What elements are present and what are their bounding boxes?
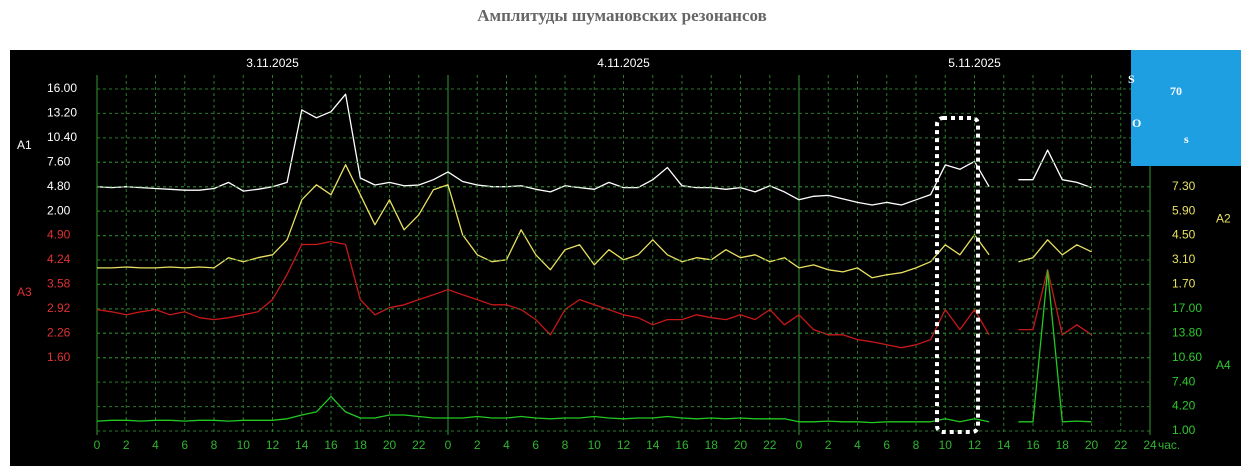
axis-label: A2: [1216, 212, 1231, 226]
x-tick-label: 16: [1026, 438, 1040, 452]
x-tick-label: 10: [939, 438, 953, 452]
y-tick-label: 3.58: [47, 277, 71, 291]
logo-text: O: [1132, 116, 1141, 130]
x-unit-label: час.: [1158, 438, 1180, 452]
x-tick-label: 4: [503, 438, 510, 452]
x-tick-label: 2: [825, 438, 832, 452]
series-line: [96, 240, 1092, 349]
y-tick-label: 13.80: [1172, 325, 1202, 339]
x-tick-label: 6: [883, 438, 890, 452]
x-tick-label: 20: [1085, 438, 1099, 452]
day-label: 4.11.2025: [597, 56, 650, 70]
y-tick-label: 4.80: [47, 179, 71, 193]
x-tick-label: 12: [968, 438, 982, 452]
x-tick-label: 14: [646, 438, 660, 452]
x-tick-label: 10: [588, 438, 602, 452]
logo-text: 70: [1170, 84, 1182, 98]
y-tick-label: 17.00: [1172, 301, 1202, 315]
x-tick-label: 8: [211, 438, 218, 452]
x-tick-label: 0: [796, 438, 803, 452]
y-tick-label: 16.00: [47, 81, 77, 95]
x-tick-label: 14: [295, 438, 309, 452]
y-tick-label: 7.40: [1172, 374, 1196, 388]
x-tick-label: 22: [1114, 438, 1128, 452]
y-tick-label: 13.20: [47, 106, 77, 120]
x-tick-label: 6: [532, 438, 539, 452]
y-tick-label: 10.40: [47, 130, 77, 144]
x-tick-label: 16: [324, 438, 338, 452]
x-tick-label: 10: [237, 438, 251, 452]
series-line: [96, 270, 1092, 424]
y-tick-label: 4.20: [1172, 399, 1196, 413]
y-tick-label: 10.60: [1172, 350, 1202, 364]
y-tick-label: 1.00: [1172, 423, 1196, 437]
x-tick-label: 2: [123, 438, 130, 452]
x-tick-label: 8: [913, 438, 920, 452]
x-tick-label: 12: [266, 438, 280, 452]
x-tick-label: 24: [1143, 438, 1157, 452]
axis-label: A3: [17, 285, 32, 299]
highlight-box: [935, 116, 980, 434]
x-tick-label: 2: [474, 438, 481, 452]
x-tick-label: 20: [383, 438, 397, 452]
x-tick-label: 20: [734, 438, 748, 452]
y-tick-label: 7.60: [47, 154, 71, 168]
axis-label: A4: [1216, 358, 1231, 372]
y-tick-label: 2.26: [47, 325, 71, 339]
axis-label: A1: [17, 138, 32, 152]
y-tick-label: 1.70: [1172, 277, 1196, 291]
series-line: [96, 93, 1092, 206]
x-tick-label: 0: [445, 438, 452, 452]
series-line: [97, 164, 1092, 279]
y-tick-label: 4.24: [47, 252, 71, 266]
x-tick-label: 22: [412, 438, 426, 452]
y-tick-label: 4.50: [1172, 228, 1196, 242]
day-label: 5.11.2025: [948, 56, 1001, 70]
x-tick-label: 4: [152, 438, 159, 452]
y-tick-label: 3.10: [1172, 252, 1196, 266]
x-tick-label: 6: [181, 438, 188, 452]
x-tick-label: 4: [854, 438, 861, 452]
x-tick-label: 0: [94, 438, 101, 452]
day-label: 3.11.2025: [246, 56, 299, 70]
x-tick-label: 18: [354, 438, 368, 452]
x-tick-label: 22: [763, 438, 777, 452]
x-tick-label: 18: [1056, 438, 1070, 452]
x-tick-label: 12: [617, 438, 631, 452]
y-tick-label: 5.90: [1172, 203, 1196, 217]
y-tick-label: 4.90: [47, 228, 71, 242]
plot-area: 0 2 4 6 8 10 12 14 16 18 20 22 0 2 4 6 8 10 12 14 16 18 20 22 0 2…: [17, 56, 1231, 452]
y-tick-label: 7.30: [1172, 179, 1196, 193]
chart-title: Амплитуды шумановских резонансов: [477, 6, 767, 25]
y-tick-label: 2.92: [47, 301, 71, 315]
logo-background: [1131, 50, 1241, 166]
y-tick-label: 1.60: [47, 350, 71, 364]
panel: [10, 50, 1241, 466]
x-tick-label: 16: [675, 438, 689, 452]
x-tick-label: 14: [997, 438, 1011, 452]
logo-text: S: [1128, 72, 1135, 86]
y-tick-label: 2.00: [47, 203, 71, 217]
x-tick-label: 8: [562, 438, 569, 452]
x-tick-label: 18: [705, 438, 719, 452]
logo-text: s: [1184, 132, 1189, 146]
